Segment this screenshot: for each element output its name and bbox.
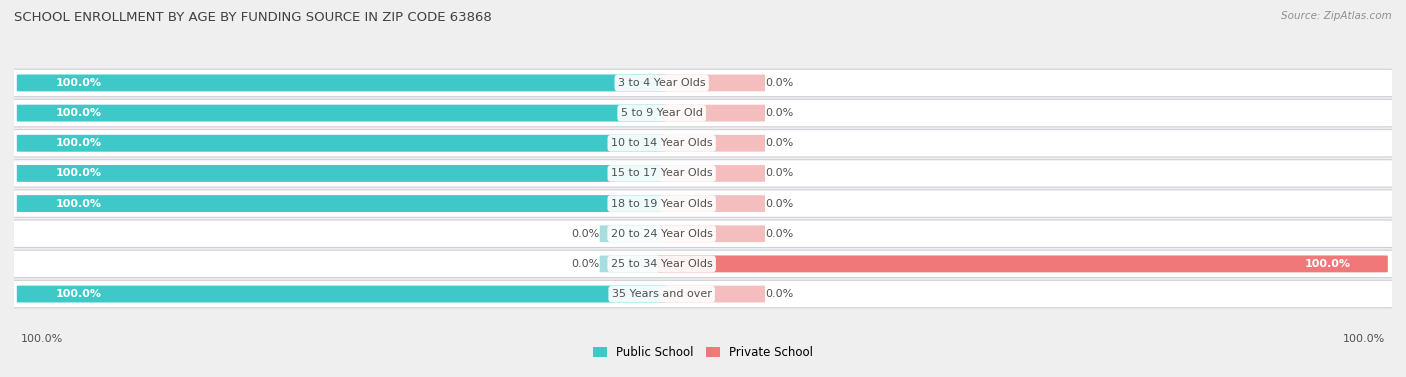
Text: 0.0%: 0.0% [571,259,599,269]
Text: 100.0%: 100.0% [55,199,101,208]
Text: 100.0%: 100.0% [55,108,101,118]
FancyBboxPatch shape [661,165,765,182]
Text: 18 to 19 Year Olds: 18 to 19 Year Olds [610,199,713,208]
FancyBboxPatch shape [7,100,1399,127]
Text: 15 to 17 Year Olds: 15 to 17 Year Olds [610,169,713,178]
FancyBboxPatch shape [7,160,1399,187]
FancyBboxPatch shape [17,75,666,91]
Legend: Public School, Private School: Public School, Private School [588,341,818,363]
Text: Source: ZipAtlas.com: Source: ZipAtlas.com [1281,11,1392,21]
FancyBboxPatch shape [599,256,664,272]
Text: 100.0%: 100.0% [55,138,101,148]
FancyBboxPatch shape [599,225,664,242]
Text: 100.0%: 100.0% [1305,259,1351,269]
FancyBboxPatch shape [7,130,1399,157]
Text: 100.0%: 100.0% [55,169,101,178]
FancyBboxPatch shape [661,135,765,152]
FancyBboxPatch shape [661,195,765,212]
Text: 100.0%: 100.0% [55,289,101,299]
Text: 100.0%: 100.0% [21,334,63,344]
FancyBboxPatch shape [7,190,1399,217]
Text: 100.0%: 100.0% [1343,334,1385,344]
FancyBboxPatch shape [7,220,1399,247]
FancyBboxPatch shape [658,256,1388,272]
FancyBboxPatch shape [7,250,1399,277]
Text: 0.0%: 0.0% [765,138,793,148]
FancyBboxPatch shape [661,105,765,121]
Text: 0.0%: 0.0% [765,169,793,178]
Text: 0.0%: 0.0% [765,108,793,118]
FancyBboxPatch shape [17,165,666,182]
Text: 20 to 24 Year Olds: 20 to 24 Year Olds [610,229,713,239]
Text: 0.0%: 0.0% [571,229,599,239]
FancyBboxPatch shape [661,286,765,302]
FancyBboxPatch shape [661,75,765,91]
Text: 0.0%: 0.0% [765,289,793,299]
Text: 10 to 14 Year Olds: 10 to 14 Year Olds [610,138,713,148]
FancyBboxPatch shape [7,280,1399,308]
FancyBboxPatch shape [17,195,666,212]
Text: 25 to 34 Year Olds: 25 to 34 Year Olds [610,259,713,269]
Text: 0.0%: 0.0% [765,78,793,88]
Text: 3 to 4 Year Olds: 3 to 4 Year Olds [617,78,706,88]
Text: 0.0%: 0.0% [765,229,793,239]
Text: 5 to 9 Year Old: 5 to 9 Year Old [620,108,703,118]
Text: 0.0%: 0.0% [765,199,793,208]
Text: SCHOOL ENROLLMENT BY AGE BY FUNDING SOURCE IN ZIP CODE 63868: SCHOOL ENROLLMENT BY AGE BY FUNDING SOUR… [14,11,492,24]
FancyBboxPatch shape [17,135,666,152]
Text: 35 Years and over: 35 Years and over [612,289,711,299]
FancyBboxPatch shape [17,286,666,302]
FancyBboxPatch shape [661,225,765,242]
FancyBboxPatch shape [7,69,1399,97]
Text: 100.0%: 100.0% [55,78,101,88]
FancyBboxPatch shape [17,105,666,121]
